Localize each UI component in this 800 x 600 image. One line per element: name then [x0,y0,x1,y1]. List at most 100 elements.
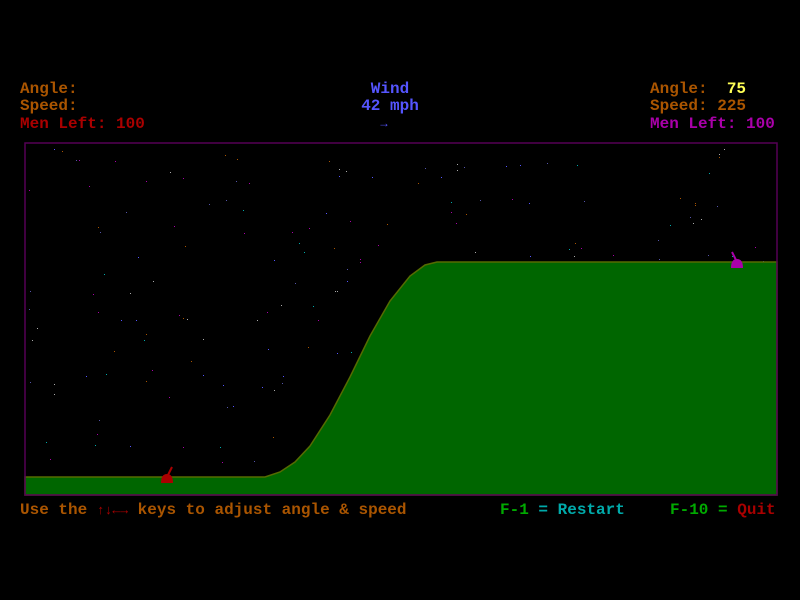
star [719,154,720,155]
star [243,210,244,211]
p2-angle: Angle: 75 [650,81,746,98]
p1-men-left-value: 100 [116,115,145,133]
star [152,370,153,371]
p1-angle: Angle: [20,81,87,98]
star [732,256,733,257]
star [227,407,228,408]
star [547,163,548,164]
star [724,149,725,150]
star [144,340,145,341]
star [347,281,348,282]
star [121,320,122,321]
star [98,312,99,313]
star [378,245,379,246]
star [226,200,227,201]
star [179,315,180,316]
star [236,181,237,182]
quit-hint[interactable]: F-10 = Quit [670,502,776,519]
star [695,203,696,204]
star [183,318,184,319]
star [456,223,457,224]
star [281,305,282,306]
star [347,269,348,270]
star [170,172,171,173]
star [335,291,336,292]
star [457,170,458,171]
star [97,434,98,435]
playfield-border [24,142,778,496]
star [146,381,147,382]
star [62,151,63,152]
star [506,166,507,167]
star [313,306,314,307]
star [30,291,31,292]
hint-suffix: keys to adjust angle & speed [137,501,407,519]
restart-hint[interactable]: F-1 = Restart [500,502,625,519]
star [273,437,274,438]
star [225,155,226,156]
star [350,221,351,222]
star [581,248,582,249]
wind-title: Wind [370,80,410,98]
star [441,177,442,178]
p1-speed-label: Speed: [20,97,78,115]
star [346,171,347,172]
star [360,262,361,263]
star [185,246,186,247]
star [464,167,465,168]
star [223,385,224,386]
star [530,256,531,257]
star [304,252,305,253]
star [254,461,255,462]
star [146,334,147,335]
star [93,294,94,295]
star [299,243,300,244]
star [274,260,275,261]
star [351,352,352,353]
star [29,190,30,191]
p1-men-left: Men Left: 100 [20,116,145,133]
star [183,178,184,179]
p2-men-left-value: 100 [746,115,775,133]
star [54,394,55,395]
restart-eq: = [538,501,549,519]
restart-label: Restart [557,501,625,519]
controls-hint: Use the ↑↓←→ keys to adjust angle & spee… [20,502,407,519]
magenta-cannon-icon [731,251,743,268]
star [693,223,694,224]
star [203,339,204,340]
star [295,283,296,284]
star [512,199,513,200]
quit-label: Quit [737,501,776,519]
star [334,248,335,249]
star [191,361,192,362]
restart-key: F-1 [500,501,529,519]
star [613,255,614,256]
star [130,293,131,294]
star [709,173,710,174]
star [326,213,327,214]
star [475,252,476,253]
star [701,219,702,220]
red-cannon-icon [161,466,173,483]
star [138,257,139,258]
star [220,447,221,448]
star [372,177,373,178]
star [690,217,691,218]
star [283,376,284,377]
star [203,375,204,376]
star [262,387,263,388]
star [575,243,576,244]
star [292,232,293,233]
star [244,233,245,234]
star [755,247,756,248]
p2-speed-value: 225 [717,97,747,115]
star [257,320,258,321]
star [115,161,116,162]
star [99,420,100,421]
star [337,353,338,354]
star [267,312,268,313]
p2-men-left-label: Men Left: [650,115,737,133]
p1-men-left-label: Men Left: [20,115,107,133]
